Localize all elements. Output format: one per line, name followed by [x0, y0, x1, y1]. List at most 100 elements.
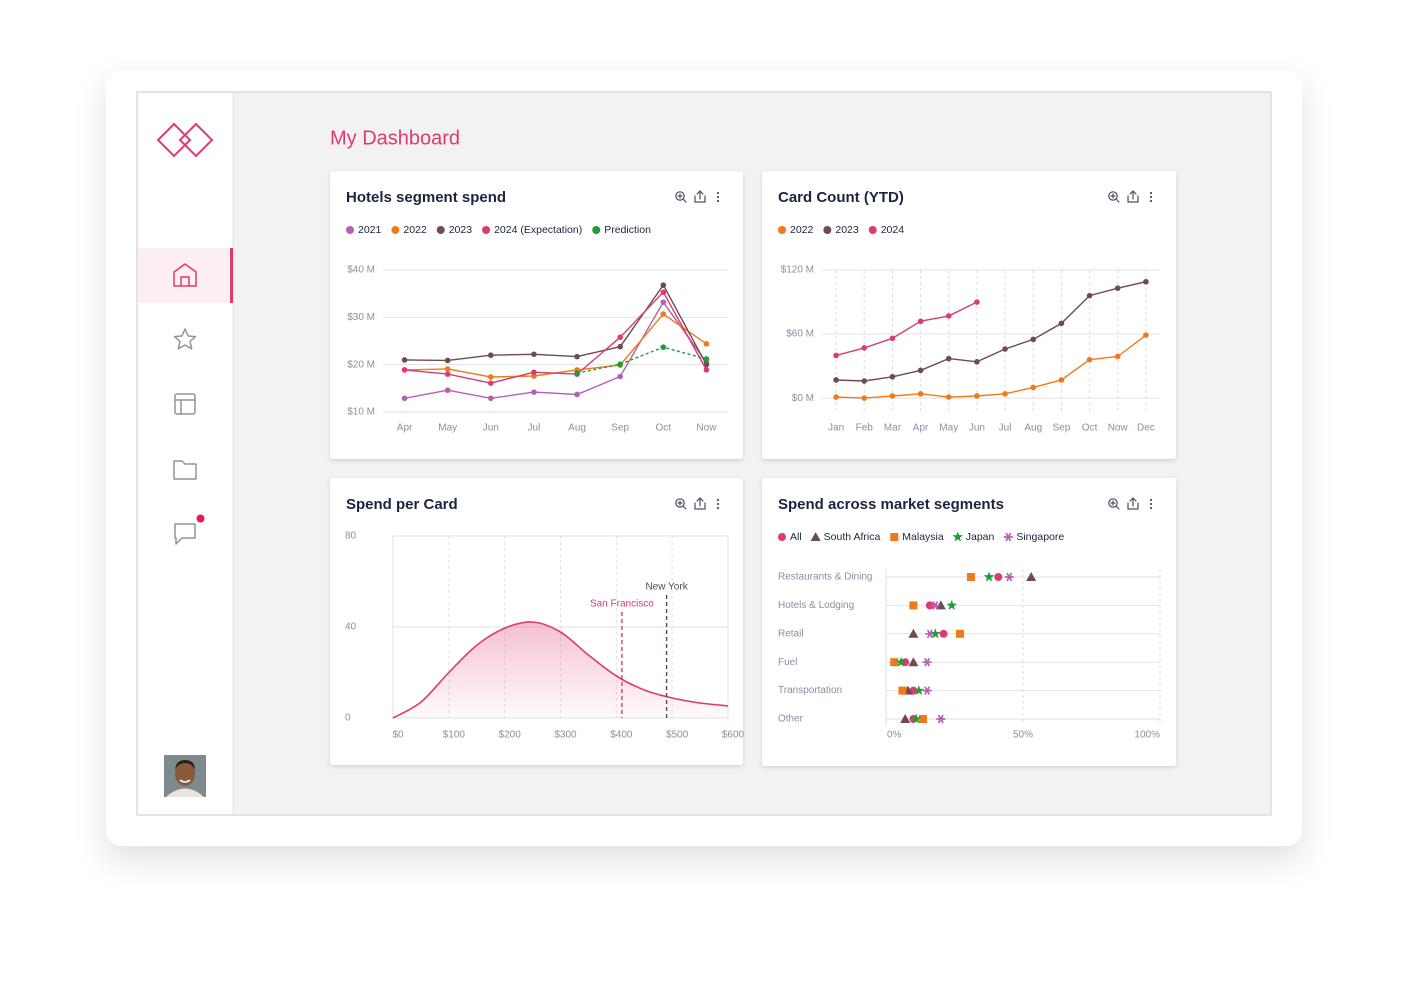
nav-active-bg	[138, 248, 231, 303]
x-tick-label: $200	[499, 730, 522, 741]
zoom-button[interactable]	[1108, 498, 1120, 510]
legend-label: 2024 (Expectation)	[494, 224, 582, 236]
chart-title: Hotels segment spend	[346, 189, 506, 206]
data-point	[900, 714, 911, 723]
y-tick-label: $10 M	[347, 407, 375, 418]
export-button[interactable]	[1127, 497, 1139, 510]
more-dot	[716, 506, 720, 510]
more-dot	[1149, 506, 1153, 510]
category-label: Hotels & Lodging	[778, 600, 854, 611]
legend-label: Japan	[966, 531, 995, 543]
data-point	[946, 599, 957, 610]
legend-marker	[592, 226, 601, 234]
data-point	[574, 391, 580, 398]
more-button[interactable]	[716, 498, 720, 510]
series-line	[404, 300, 707, 400]
data-point	[444, 387, 451, 394]
data-point	[939, 629, 948, 638]
data-point	[974, 299, 980, 305]
y-tick-label: $40 M	[347, 265, 375, 276]
x-tick-label: Oct	[1082, 423, 1098, 434]
category-label: Other	[778, 714, 804, 725]
legend-marker	[391, 226, 400, 234]
more-button[interactable]	[1149, 191, 1153, 203]
data-point	[1058, 377, 1065, 383]
legend-label: 2021	[358, 224, 382, 236]
zoom-icon-lines	[1110, 193, 1120, 203]
more-button[interactable]	[1149, 498, 1153, 510]
data-point	[1114, 285, 1121, 291]
more-dot	[1149, 195, 1153, 199]
y-tick-label: $20 M	[347, 359, 375, 370]
data-point	[917, 391, 924, 397]
data-point	[955, 629, 964, 638]
avatar-shirt	[166, 788, 204, 797]
zoom-button[interactable]	[675, 498, 687, 510]
data-point	[889, 393, 896, 399]
nav-messages[interactable]	[174, 514, 205, 545]
x-tick-label: Sep	[611, 423, 629, 434]
legend-marker	[436, 226, 445, 234]
data-point	[1030, 336, 1037, 343]
data-point	[974, 393, 980, 399]
data-point	[945, 394, 952, 400]
legend-label: Prediction	[604, 224, 651, 236]
x-tick-label: Sep	[1053, 423, 1071, 434]
zoom-icon-lines	[677, 193, 687, 203]
legend-label: 2023	[449, 224, 473, 236]
export-button[interactable]	[694, 497, 706, 510]
legend-marker	[868, 226, 877, 234]
nav-home[interactable]	[173, 263, 197, 287]
more-dot	[1149, 498, 1153, 502]
x-tick-label: 50%	[1013, 730, 1033, 741]
x-tick-label: May	[438, 423, 457, 434]
data-point	[908, 628, 919, 638]
zoom-button[interactable]	[675, 191, 687, 203]
legend-marker	[952, 531, 963, 542]
data-point	[833, 352, 839, 359]
data-point	[401, 367, 408, 373]
zoom-button[interactable]	[1108, 191, 1120, 203]
more-dot	[716, 191, 720, 195]
data-point	[936, 714, 946, 724]
more-dot	[1149, 199, 1153, 203]
data-point	[488, 352, 494, 359]
data-point	[574, 370, 580, 376]
legend-marker	[482, 226, 491, 234]
y-tick-label: $120 M	[781, 265, 814, 276]
data-point	[531, 389, 537, 395]
zoom-icon	[1108, 498, 1118, 508]
more-dot	[716, 199, 720, 203]
data-point	[1143, 332, 1149, 338]
nav-folder[interactable]	[173, 460, 197, 480]
data-point	[703, 367, 710, 373]
data-point	[660, 311, 667, 317]
zoom-icon	[675, 191, 685, 201]
chat-icon	[174, 523, 196, 545]
x-tick-label: Mar	[884, 423, 902, 434]
data-point	[444, 357, 451, 364]
legend-marker	[1003, 532, 1013, 542]
nav-active-bar	[230, 248, 233, 303]
user-avatar[interactable]	[164, 755, 206, 797]
nav-favorites[interactable]	[173, 328, 197, 350]
x-tick-label: $600	[722, 730, 745, 741]
data-point	[925, 601, 934, 610]
export-button[interactable]	[694, 190, 706, 203]
nav-layout[interactable]	[174, 393, 196, 415]
category-label: Retail	[778, 628, 804, 639]
data-point	[444, 366, 451, 372]
x-tick-label: Apr	[397, 423, 413, 434]
x-tick-label: $300	[554, 730, 577, 741]
data-point	[1002, 346, 1008, 352]
more-button[interactable]	[716, 191, 720, 203]
data-point	[444, 371, 451, 377]
y-tick-label: $60 M	[786, 329, 814, 340]
data-point	[945, 355, 952, 362]
export-button[interactable]	[1127, 190, 1139, 203]
data-point	[922, 657, 932, 667]
logo[interactable]	[156, 122, 214, 158]
sidebar	[138, 93, 233, 814]
data-point	[930, 601, 940, 610]
